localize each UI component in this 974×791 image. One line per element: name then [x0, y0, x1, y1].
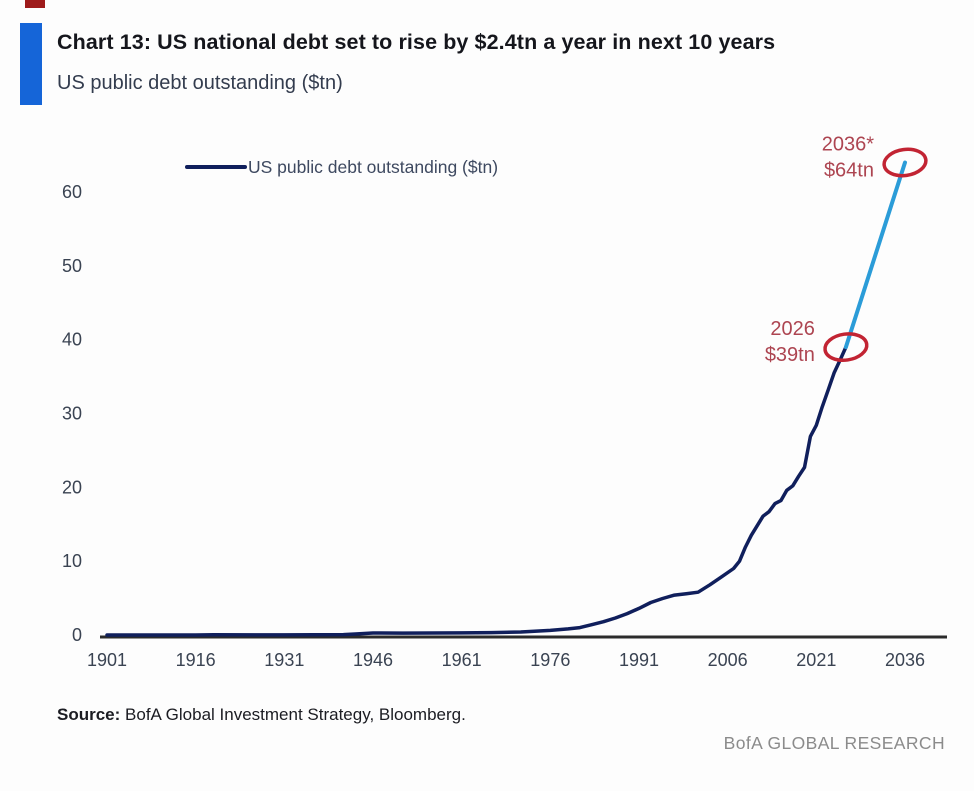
- debt-line-projection: [843, 160, 907, 350]
- y-tick-label: 60: [62, 182, 82, 202]
- x-tick-label: 1916: [176, 650, 216, 670]
- annotation-circle: [823, 332, 869, 363]
- red-corner-fragment: [25, 0, 45, 8]
- annotation-text: 2036*: [822, 133, 874, 155]
- legend-label: US public debt outstanding ($tn): [248, 157, 498, 177]
- annotation-text: 2026: [770, 318, 815, 340]
- x-tick-label: 1901: [87, 650, 127, 670]
- x-tick-label: 1976: [530, 650, 570, 670]
- source-label: Source:: [57, 705, 121, 724]
- x-tick-label: 1991: [619, 650, 659, 670]
- x-tick-label: 1961: [442, 650, 482, 670]
- x-tick-label: 1946: [353, 650, 393, 670]
- x-tick-label: 2006: [708, 650, 748, 670]
- annotation-circle: [882, 147, 928, 178]
- bofa-global-research-brand: BofA GLOBAL RESEARCH: [723, 733, 945, 753]
- title-accent-bar: [20, 23, 42, 105]
- y-tick-label: 20: [62, 477, 82, 497]
- source-text: BofA Global Investment Strategy, Bloombe…: [120, 705, 466, 724]
- y-tick-label: 50: [62, 256, 82, 276]
- y-tick-label: 30: [62, 404, 82, 424]
- chart-title: Chart 13: US national debt set to rise b…: [57, 30, 776, 54]
- chart-subtitle: US public debt outstanding ($tn): [57, 72, 343, 94]
- annotation-text: $64tn: [824, 159, 874, 181]
- x-tick-label: 1931: [264, 650, 304, 670]
- debt-line-historical: [105, 345, 848, 637]
- source-note: Source: BofA Global Investment Strategy,…: [57, 705, 466, 725]
- annotation-text: $39tn: [765, 344, 815, 366]
- y-tick-label: 40: [62, 330, 82, 350]
- y-tick-label: 0: [72, 625, 82, 645]
- y-tick-label: 10: [62, 551, 82, 571]
- x-tick-label: 2036: [885, 650, 925, 670]
- x-tick-label: 2021: [796, 650, 836, 670]
